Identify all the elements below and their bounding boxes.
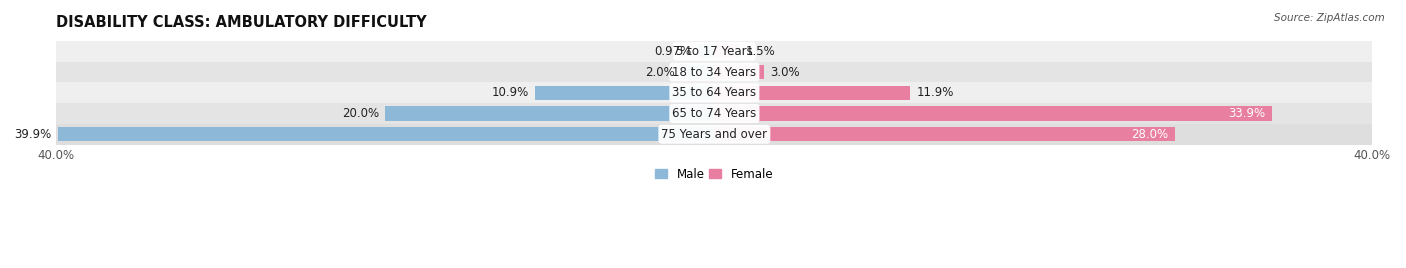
Text: DISABILITY CLASS: AMBULATORY DIFFICULTY: DISABILITY CLASS: AMBULATORY DIFFICULTY [56,15,427,30]
Bar [714,65,763,79]
Text: 18 to 34 Years: 18 to 34 Years [672,65,756,79]
Bar [56,103,1372,124]
Bar [699,44,714,58]
Text: Source: ZipAtlas.com: Source: ZipAtlas.com [1274,13,1385,23]
Text: 11.9%: 11.9% [917,86,955,99]
Text: 75 Years and over: 75 Years and over [661,128,768,141]
Text: 3.0%: 3.0% [770,65,800,79]
Bar [56,82,1372,103]
Text: 1.5%: 1.5% [745,45,775,58]
Text: 33.9%: 33.9% [1229,107,1265,120]
Text: 39.9%: 39.9% [14,128,52,141]
Bar [56,41,1372,62]
Text: 0.97%: 0.97% [655,45,692,58]
Text: 65 to 74 Years: 65 to 74 Years [672,107,756,120]
Bar [714,127,1175,141]
Text: 35 to 64 Years: 35 to 64 Years [672,86,756,99]
Text: 20.0%: 20.0% [342,107,378,120]
Bar [56,62,1372,82]
Bar [56,124,1372,145]
Bar [58,127,714,141]
Bar [682,65,714,79]
Legend: Male, Female: Male, Female [651,163,778,185]
Bar [714,44,740,58]
Text: 5 to 17 Years: 5 to 17 Years [676,45,752,58]
Bar [714,106,1272,121]
Text: 28.0%: 28.0% [1132,128,1168,141]
Bar [536,86,714,100]
Text: 2.0%: 2.0% [645,65,675,79]
Bar [714,86,910,100]
Bar [385,106,714,121]
Text: 10.9%: 10.9% [491,86,529,99]
